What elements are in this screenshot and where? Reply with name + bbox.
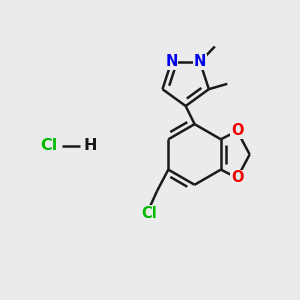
Text: Cl: Cl [141,206,157,220]
Text: H: H [84,138,97,153]
Text: N: N [165,54,178,69]
Text: O: O [231,124,243,139]
Text: O: O [231,170,243,185]
Text: Cl: Cl [40,138,58,153]
Text: N: N [194,54,206,69]
